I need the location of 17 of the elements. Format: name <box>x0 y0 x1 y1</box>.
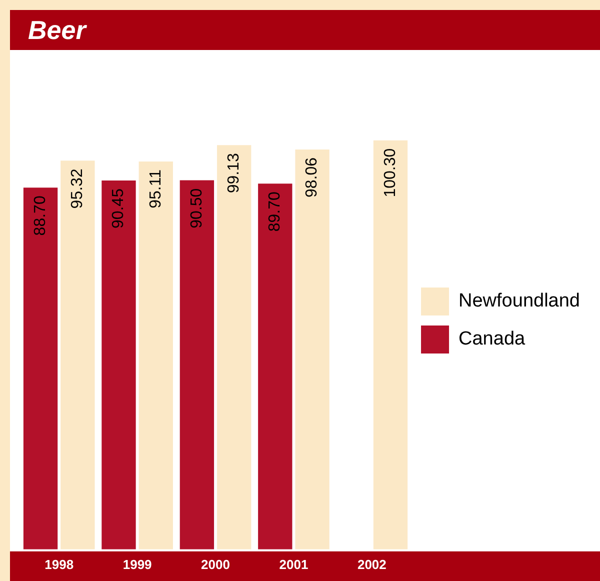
legend-label: Newfoundland <box>458 290 580 312</box>
data-label: 98.06 <box>304 157 321 198</box>
x-tick-label: 2001 <box>279 556 308 572</box>
chart-title: Beer <box>10 10 600 50</box>
x-tick-label: 1999 <box>122 556 152 572</box>
data-label: 99.13 <box>225 153 242 194</box>
data-label: 100.30 <box>382 148 399 198</box>
x-tick-label: 1998 <box>44 556 74 572</box>
data-label: 95.11 <box>147 169 164 208</box>
data-label: 90.45 <box>110 188 128 229</box>
legend-label: Canada <box>458 328 526 350</box>
x-tick-label: 2002 <box>357 556 386 572</box>
x-tick-label: 2000 <box>201 556 230 572</box>
data-label: 90.50 <box>188 188 206 228</box>
data-label: 89.70 <box>266 191 284 232</box>
data-label: 95.32 <box>69 168 86 209</box>
data-label: 88.70 <box>32 196 49 236</box>
